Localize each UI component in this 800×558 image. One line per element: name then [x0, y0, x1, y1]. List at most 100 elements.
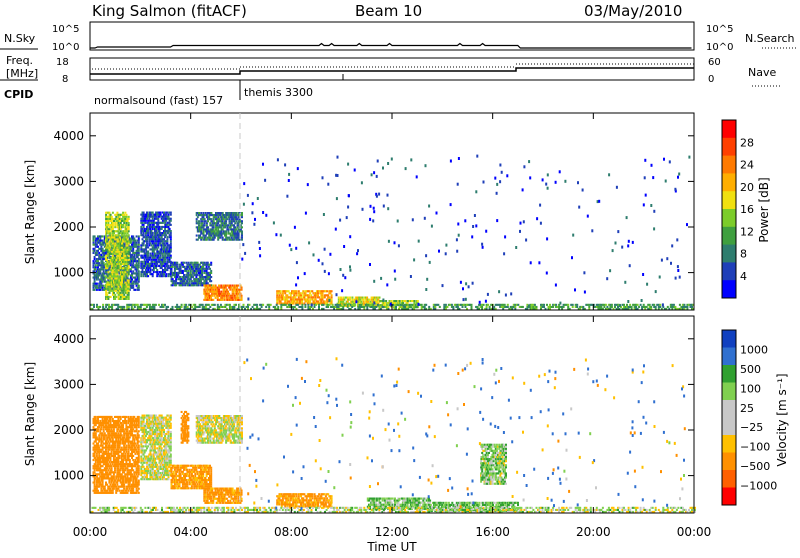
- echo-cell: [146, 306, 148, 308]
- echo-cell: [206, 280, 208, 282]
- echo-cell: [505, 294, 507, 297]
- echo-cell: [128, 273, 130, 275]
- echo-cell: [138, 254, 140, 256]
- echo-cell: [120, 265, 122, 267]
- echo-cell: [348, 194, 350, 197]
- echo-cell: [96, 252, 98, 254]
- echo-cell: [606, 277, 608, 280]
- echo-cell: [115, 290, 117, 292]
- echo-cell: [241, 230, 243, 232]
- echo-cell: [226, 297, 228, 299]
- echo-cell: [165, 214, 167, 216]
- echo-cell: [394, 278, 396, 281]
- echo-cell: [653, 227, 655, 230]
- echo-cell: [234, 230, 236, 232]
- echo-cell: [196, 214, 198, 216]
- echo-cell: [109, 236, 111, 238]
- echo-cell: [159, 265, 161, 267]
- echo-cell: [344, 276, 346, 279]
- echo-cell: [112, 253, 114, 255]
- echo-cell: [96, 304, 98, 306]
- echo-cell: [213, 239, 215, 241]
- echo-cell: [301, 306, 303, 308]
- echo-cell: [95, 432, 97, 434]
- echo-cell: [194, 304, 196, 306]
- echo-cell: [155, 230, 157, 232]
- echo-cell: [123, 279, 125, 281]
- echo-cell: [262, 304, 264, 306]
- echo-cell: [262, 163, 264, 166]
- echo-cell: [232, 285, 234, 287]
- echo-cell: [97, 246, 99, 248]
- echo-cell: [138, 260, 140, 262]
- echo-cell: [576, 306, 578, 308]
- echo-cell: [114, 480, 116, 482]
- echo-cell: [106, 238, 108, 240]
- echo-cell: [115, 296, 117, 298]
- echo-cell: [543, 304, 545, 306]
- echo-cell: [233, 239, 235, 241]
- echo-cell: [128, 257, 130, 259]
- echo-cell: [522, 188, 524, 191]
- echo-cell: [166, 238, 168, 240]
- echo-cell: [204, 218, 206, 220]
- echo-cell: [216, 224, 218, 226]
- echo-cell: [166, 246, 168, 248]
- echo-cell: [153, 224, 155, 226]
- echo-cell: [149, 224, 151, 226]
- echo-cell: [608, 173, 610, 176]
- echo-cell: [109, 251, 111, 253]
- echo-cell: [315, 298, 317, 300]
- echo-cell: [96, 285, 98, 287]
- echo-cell: [567, 306, 569, 308]
- echo-cell: [144, 259, 146, 261]
- echo-cell: [280, 234, 282, 237]
- echo-cell: [265, 306, 267, 308]
- echo-cell: [98, 441, 100, 443]
- echo-cell: [165, 234, 167, 236]
- echo-cell: [102, 281, 104, 283]
- echo-cell: [95, 418, 97, 420]
- echo-cell: [164, 244, 166, 246]
- echo-cell: [100, 488, 102, 490]
- echo-cell: [465, 306, 467, 308]
- freq-panel: Freq. [MHz] 18 8 60 0 Nave: [0, 54, 782, 86]
- echo-cell: [284, 292, 286, 294]
- echo-cell: [201, 274, 203, 276]
- echo-cell: [166, 242, 168, 244]
- echo-cell: [124, 271, 126, 273]
- echo-cell: [323, 304, 325, 306]
- echo-cell: [117, 477, 119, 479]
- echo-cell: [387, 194, 389, 197]
- echo-cell: [188, 276, 190, 278]
- echo-cell: [207, 220, 209, 222]
- echo-cell: [188, 272, 190, 274]
- echo-cell: [683, 304, 685, 306]
- echo-cell: [359, 299, 361, 301]
- echo-cell: [118, 296, 120, 298]
- echo-cell: [386, 283, 388, 286]
- echo-cell: [126, 222, 128, 224]
- echo-cell: [234, 222, 236, 224]
- echo-cell: [103, 244, 105, 246]
- echo-cell: [107, 224, 109, 226]
- echo-cell: [213, 295, 215, 297]
- echo-cell: [145, 248, 147, 250]
- echo-cell: [113, 257, 115, 259]
- echo-cell: [259, 247, 261, 250]
- echo-cell: [262, 211, 264, 214]
- echo-cell: [126, 261, 128, 263]
- echo-cell: [138, 235, 140, 237]
- echo-cell: [138, 272, 140, 274]
- echo-cell: [109, 228, 111, 230]
- echo-cell: [98, 262, 100, 264]
- echo-cell: [93, 473, 95, 475]
- colorbar-swatch: [722, 227, 736, 245]
- echo-cell: [197, 239, 199, 241]
- echo-cell: [143, 224, 145, 226]
- echo-cell: [583, 271, 585, 274]
- echo-cell: [170, 251, 172, 253]
- echo-cell: [429, 261, 431, 264]
- echo-cell: [95, 424, 97, 426]
